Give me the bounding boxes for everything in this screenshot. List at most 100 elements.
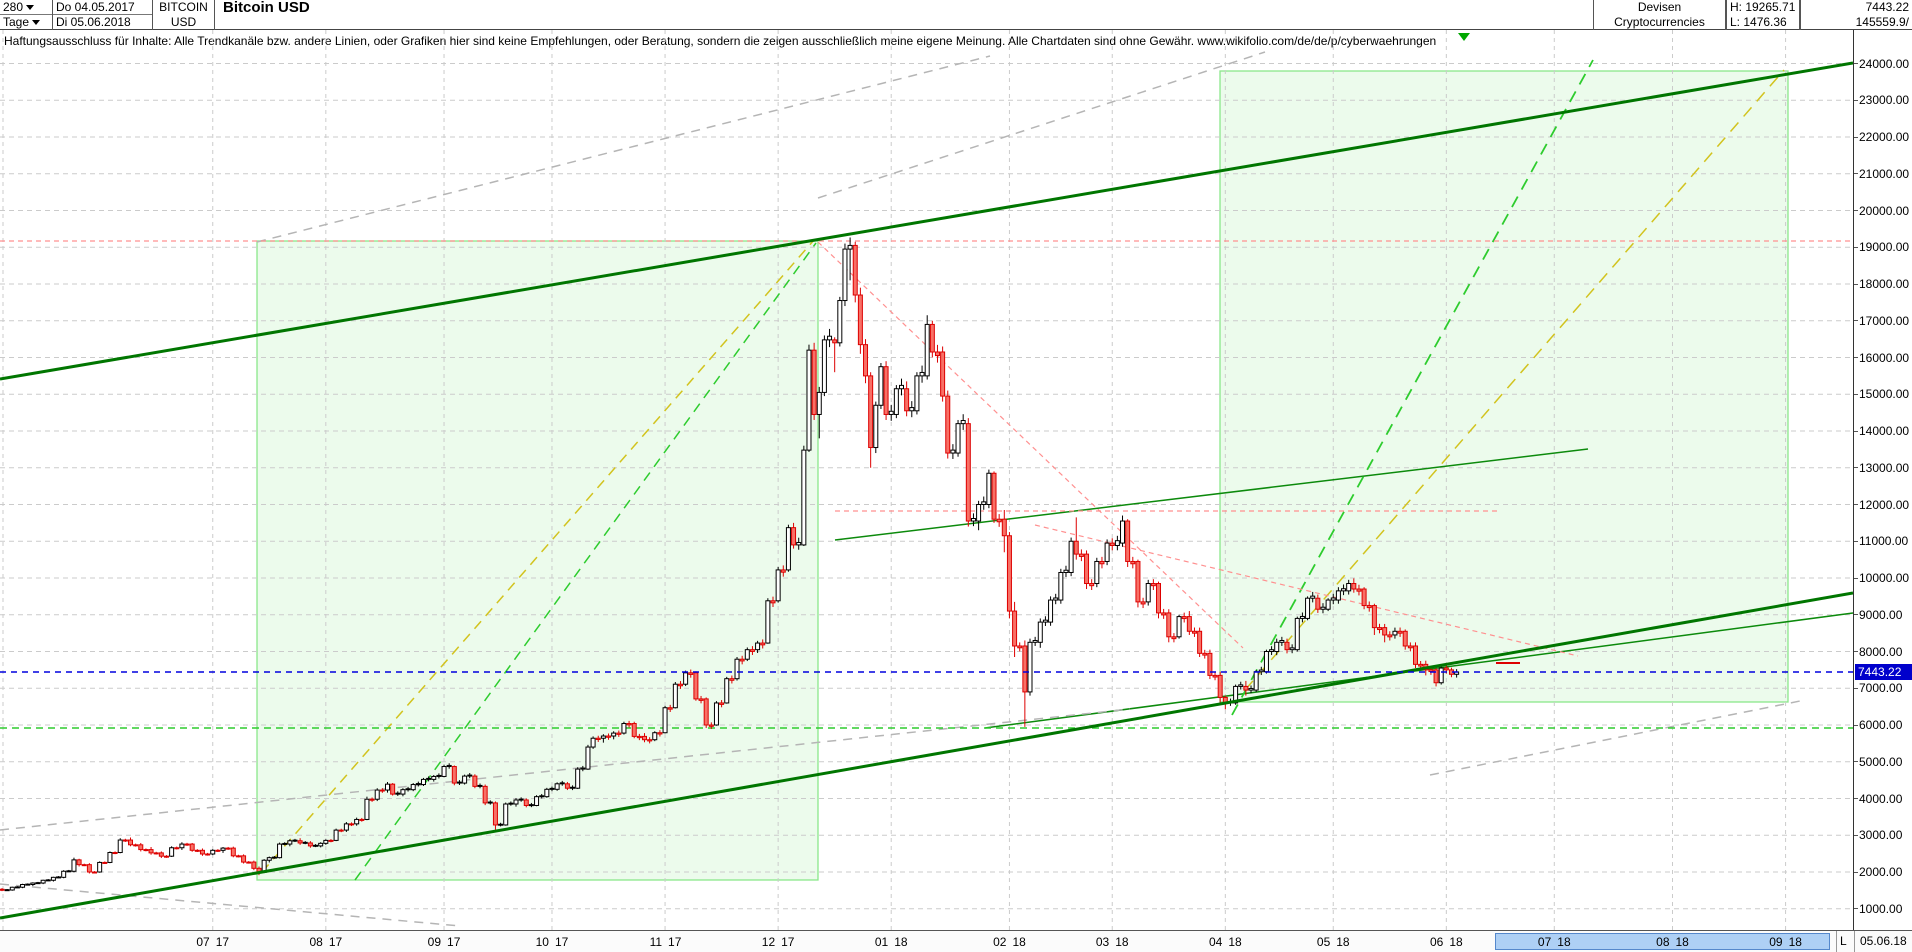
- candle-body: [693, 672, 699, 700]
- candle-body: [924, 323, 930, 377]
- candle-body: [1089, 583, 1095, 587]
- candle-body: [642, 735, 647, 741]
- gray-fan-peak-2: [817, 51, 1266, 199]
- candle-body: [1150, 583, 1156, 587]
- current-price-tag: 7443.22: [1855, 663, 1912, 680]
- candle-body: [410, 784, 416, 791]
- chart-header: 280 Tage Do 04.05.2017 Di 05.06.2018 BIT…: [0, 0, 1912, 30]
- candle-body: [564, 783, 570, 789]
- candle-body: [426, 777, 432, 780]
- candle-body: [297, 840, 303, 844]
- candle-body: [1181, 616, 1187, 620]
- price-tick-mark: [1854, 430, 1858, 432]
- month-label: 05 18: [1299, 934, 1367, 950]
- price-tick-label: 5000.00: [1859, 754, 1903, 769]
- candle-body: [672, 683, 678, 709]
- candle-body: [122, 839, 128, 842]
- price-tick-label: 8000.00: [1859, 644, 1903, 659]
- candle-body: [600, 735, 606, 739]
- candle-body: [277, 843, 283, 859]
- candle-body: [1253, 671, 1259, 691]
- price-tick-label: 22000.00: [1859, 130, 1910, 144]
- candle-body: [153, 852, 159, 855]
- candle-body: [827, 335, 833, 341]
- candle-body: [544, 788, 550, 798]
- candle-body: [1438, 667, 1444, 684]
- candle-body: [1330, 597, 1336, 601]
- candle-body: [791, 527, 797, 546]
- candle-body: [462, 775, 468, 784]
- candle-body: [585, 746, 591, 770]
- month-label-year: 18: [1228, 935, 1242, 949]
- candle-body: [323, 839, 329, 844]
- candle-body: [899, 384, 904, 390]
- candle-body: [528, 804, 534, 807]
- candlestick-chart[interactable]: [0, 30, 1853, 930]
- candle-body: [1006, 535, 1012, 612]
- candle-body: [1346, 583, 1352, 592]
- month-label: 04 18: [1191, 934, 1259, 950]
- candle-body: [801, 449, 807, 546]
- price-tick-label: 21000.00: [1859, 166, 1910, 181]
- month-label: 07 17: [179, 934, 247, 950]
- candle-body: [143, 849, 149, 852]
- month-label: 06 18: [1412, 934, 1480, 950]
- candle-body: [282, 842, 288, 845]
- bars-dropdown[interactable]: 280: [0, 0, 52, 15]
- candle-body: [1305, 597, 1311, 619]
- fan-green-2018: [1231, 59, 1594, 716]
- candle-body: [1258, 669, 1264, 673]
- candle-body: [1387, 634, 1393, 638]
- candle-body: [888, 410, 894, 415]
- candle-body: [1248, 688, 1254, 691]
- candle-body: [1109, 542, 1115, 547]
- month-label-month: 08: [1656, 935, 1670, 949]
- candle-body: [287, 840, 293, 845]
- month-label: 10 17: [518, 934, 586, 950]
- candle-body: [1125, 520, 1131, 562]
- candle-body: [765, 600, 771, 644]
- month-label-month: 07: [1537, 935, 1552, 949]
- candle-body: [1269, 649, 1275, 653]
- candle-body: [1263, 651, 1269, 673]
- candle-body: [0, 888, 5, 891]
- candle-body: [1212, 674, 1218, 678]
- channel-upper: [0, 61, 1853, 381]
- candle-body: [719, 702, 725, 705]
- candle-body: [606, 735, 612, 738]
- candle-body: [169, 847, 175, 857]
- candle-body: [991, 472, 997, 520]
- candle-body: [1366, 605, 1372, 609]
- month-label: 09 18: [1752, 934, 1820, 950]
- candle-body: [1413, 645, 1418, 665]
- candle-body: [205, 853, 211, 856]
- red-fan-from-peak: [817, 241, 1244, 649]
- candle-body: [821, 339, 827, 393]
- candle-body: [1048, 599, 1054, 623]
- time-axis[interactable]: L 05.06.18 07 17 08 17 09 17 10 17 11 17 12 17 01 18 0…: [0, 930, 1912, 952]
- candle-body: [4, 889, 10, 892]
- candle-body: [354, 818, 360, 825]
- candle-body: [1371, 605, 1377, 629]
- candle-body: [385, 783, 390, 791]
- candle-body: [539, 795, 545, 798]
- candle-body: [1068, 540, 1074, 573]
- symbol-currency: USD: [170, 15, 197, 29]
- axis-divider: [1854, 931, 1855, 952]
- price-tick-label: 7000.00: [1859, 681, 1903, 696]
- price-tick-label: 19000.00: [1859, 240, 1910, 255]
- group-subname: Cryptocurrencies: [1614, 15, 1705, 29]
- price-axis[interactable]: 24000.00 23000.00 22000.00 21000.00 20000.00…: [1853, 30, 1912, 930]
- unit-dropdown[interactable]: Tage: [0, 15, 52, 30]
- candle-body: [420, 778, 426, 786]
- month-label-month: 07: [196, 935, 210, 949]
- candle-body: [1397, 630, 1403, 634]
- candle-body: [914, 375, 920, 412]
- price-tick-mark: [1854, 173, 1858, 175]
- candle-body: [477, 784, 483, 787]
- candle-body: [1341, 588, 1347, 592]
- gray-trend-low-right: [1429, 700, 1801, 776]
- candle-body: [230, 847, 236, 857]
- candle-body: [554, 783, 560, 790]
- candle-body: [570, 786, 576, 789]
